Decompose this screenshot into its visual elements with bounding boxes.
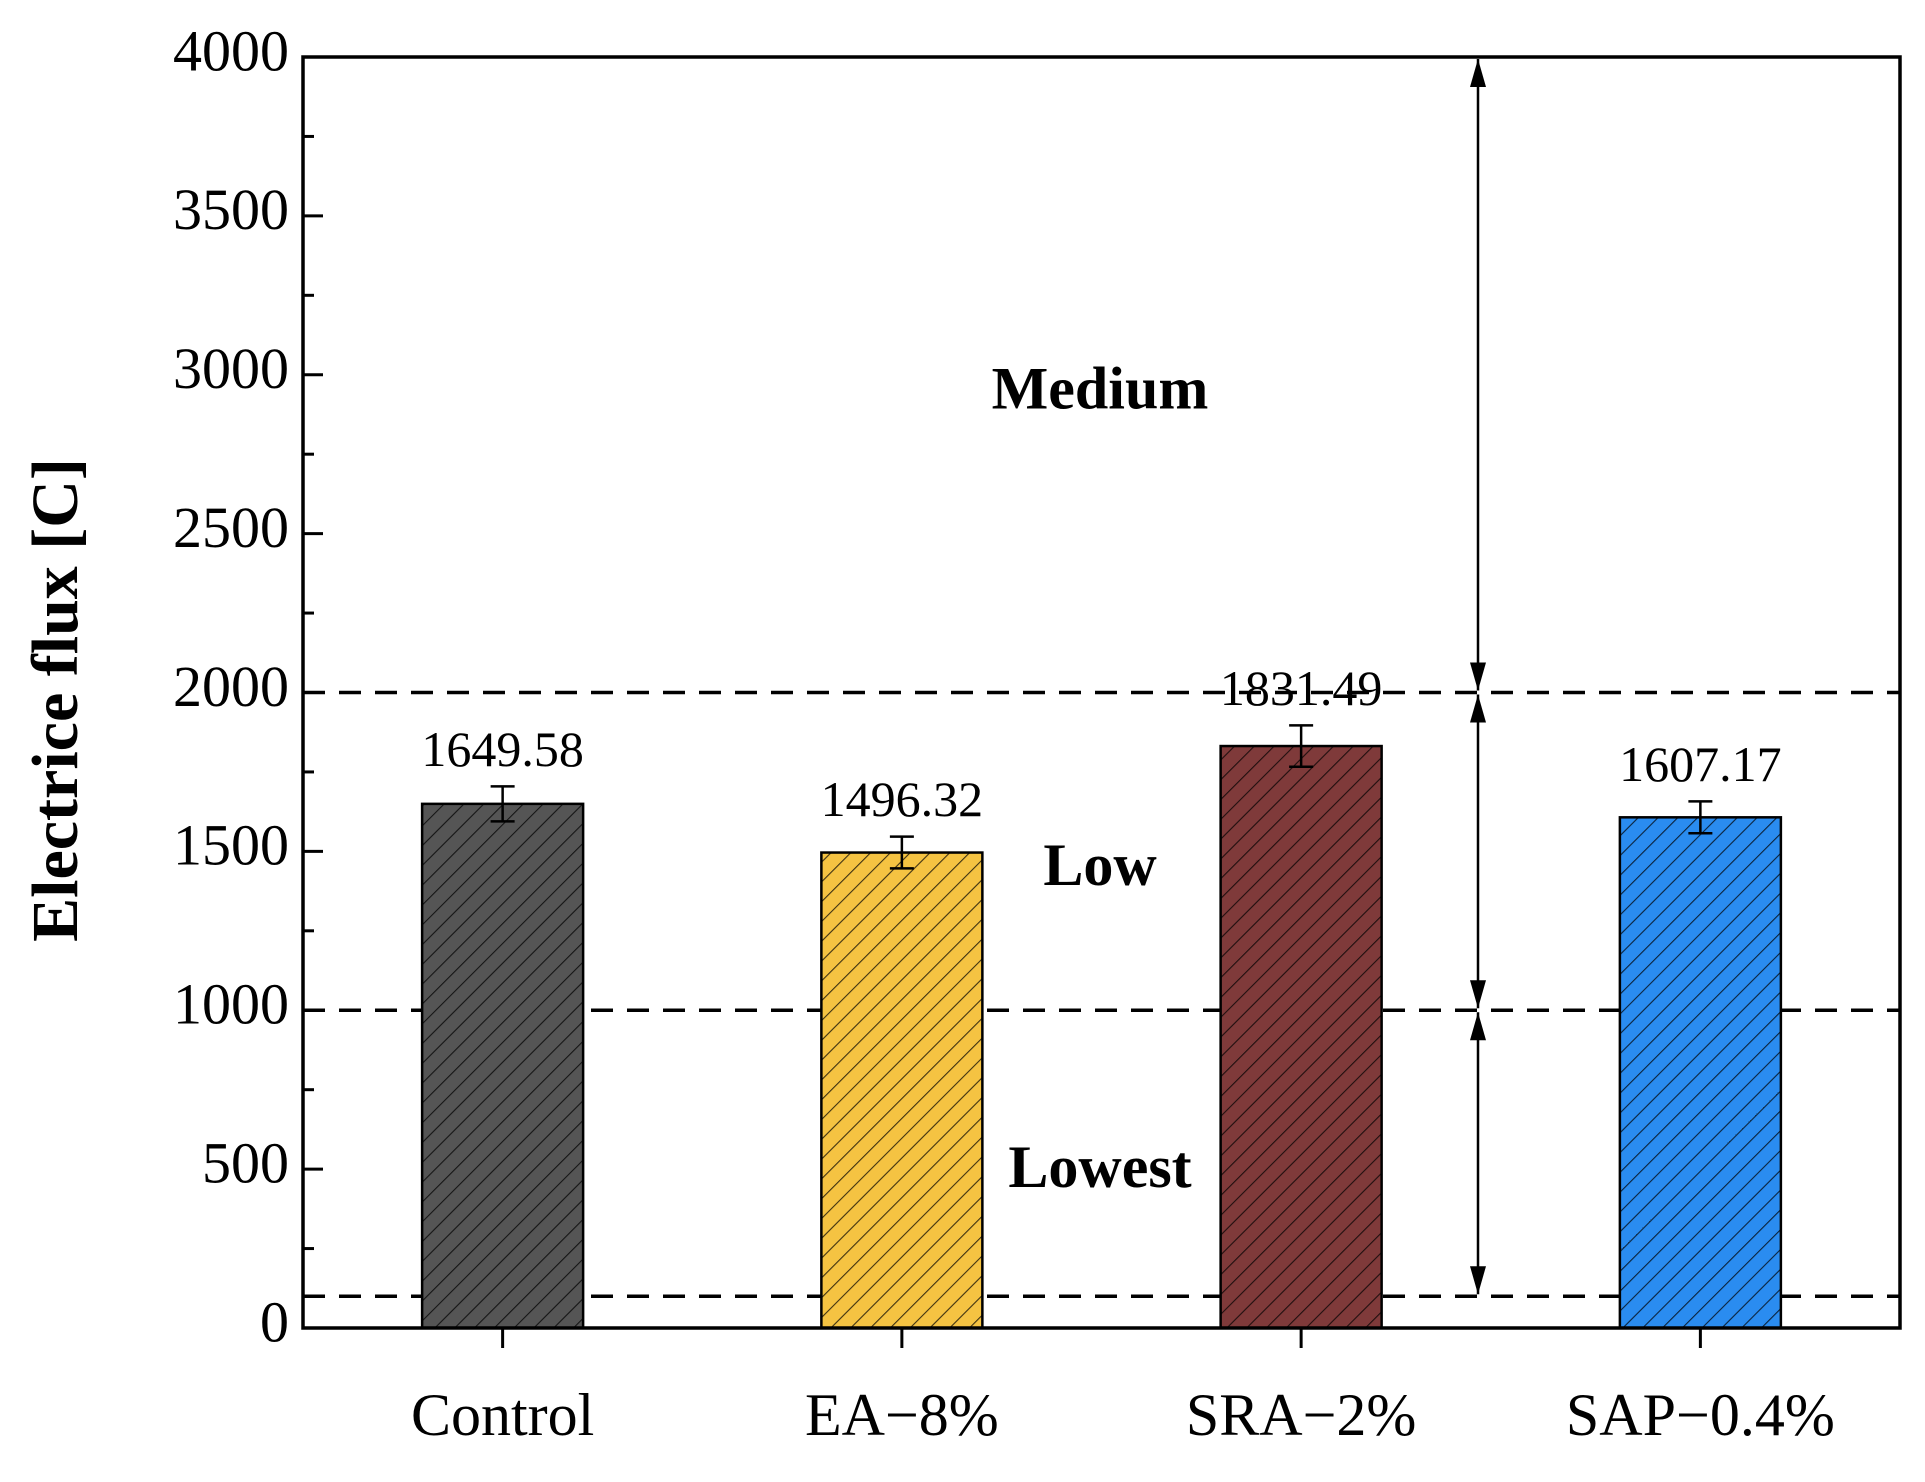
y-tick-label: 3000 xyxy=(173,336,289,401)
value-label: 1649.58 xyxy=(421,721,584,777)
arrow-head xyxy=(1470,1266,1486,1295)
y-tick-label: 2000 xyxy=(173,654,289,719)
y-tick-label: 4000 xyxy=(173,18,289,83)
y-tick-label: 3500 xyxy=(173,177,289,242)
arrow-head xyxy=(1470,694,1486,723)
arrow-head xyxy=(1470,59,1486,87)
y-tick-label: 2500 xyxy=(173,495,289,560)
y-tick-label: 0 xyxy=(260,1289,289,1354)
band-label: Lowest xyxy=(1008,1134,1191,1200)
value-label: 1496.32 xyxy=(821,771,984,827)
value-label: 1607.17 xyxy=(1619,736,1782,792)
x-tick-label: SRA−2% xyxy=(1186,1382,1417,1448)
bar-hatch xyxy=(821,852,983,1328)
bar-hatch xyxy=(1220,746,1382,1328)
band-label: Low xyxy=(1043,832,1157,898)
value-label: 1831.49 xyxy=(1220,660,1383,716)
x-tick-label: Control xyxy=(411,1382,594,1448)
arrow-head xyxy=(1470,662,1486,691)
x-tick-label: SAP−0.4% xyxy=(1566,1382,1835,1448)
plot-frame xyxy=(301,55,1902,1330)
y-tick-label: 1500 xyxy=(173,813,289,878)
arrow-head xyxy=(1470,1012,1486,1041)
x-tick-label: EA−8% xyxy=(805,1382,999,1448)
band-label: Medium xyxy=(992,356,1209,422)
bar-hatch xyxy=(1619,817,1781,1328)
y-tick-label: 500 xyxy=(202,1130,289,1195)
y-axis-label: Electrice flux [C] xyxy=(19,458,92,942)
arrow-head xyxy=(1470,980,1486,1009)
y-tick-label: 1000 xyxy=(173,972,289,1037)
bar-hatch xyxy=(422,803,584,1328)
